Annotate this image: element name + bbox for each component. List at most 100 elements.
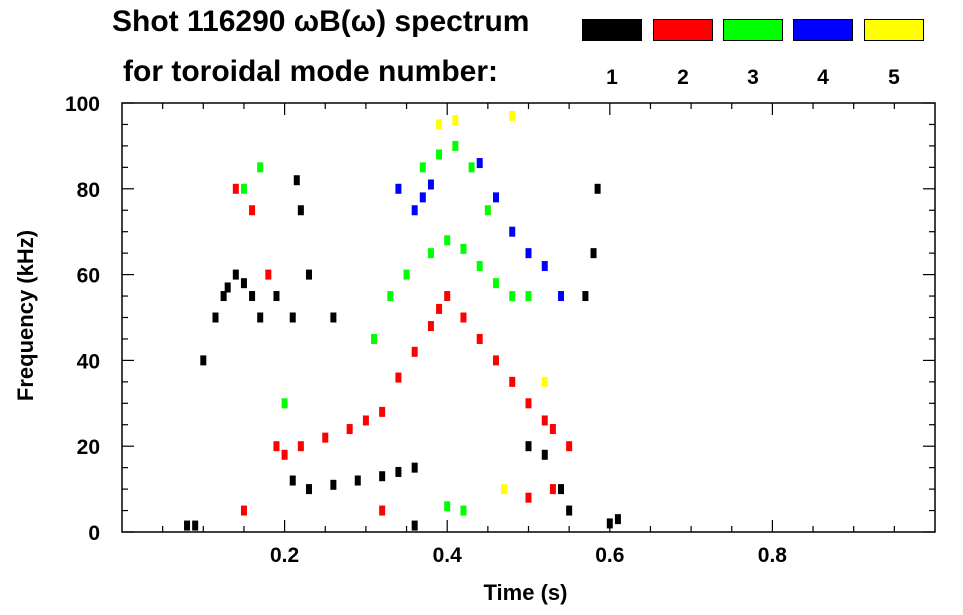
data-point-n=4: [411, 205, 418, 216]
data-point-n=1: [257, 312, 264, 323]
data-point-n=1: [192, 520, 199, 531]
data-point-n=2: [346, 424, 353, 435]
legend-mode-number-4: 4: [817, 66, 829, 89]
legend-swatch-mode-4: [793, 19, 853, 41]
data-point-n=1: [232, 269, 239, 280]
chart-title: Shot 116290 ωB(ω) spectrum: [112, 5, 530, 38]
data-point-n=1: [354, 475, 361, 486]
legend-mode-number-2: 2: [677, 66, 689, 89]
x-tick-label: 0.2: [270, 544, 299, 567]
data-point-n=2: [232, 183, 239, 194]
x-tick-label: 0.6: [595, 544, 624, 567]
data-point-n=2: [566, 441, 573, 452]
y-tick-label: 40: [77, 350, 100, 373]
data-point-n=1: [200, 355, 207, 366]
data-point-n=4: [525, 248, 532, 259]
data-point-n=2: [240, 505, 247, 516]
data-point-n=4: [509, 226, 516, 237]
data-point-n=2: [379, 406, 386, 417]
data-point-n=1: [293, 175, 300, 186]
plot-data: [184, 110, 621, 531]
data-point-n=1: [330, 312, 337, 323]
data-point-n=3: [460, 243, 467, 254]
data-point-n=2: [476, 333, 483, 344]
data-point-n=1: [273, 291, 280, 302]
legend-mode-number-1: 1: [606, 66, 618, 89]
y-axis-label: Frequency (kHz): [13, 230, 38, 401]
data-point-n=2: [297, 441, 304, 452]
data-point-n=2: [273, 441, 280, 452]
legend-swatch-mode-2: [653, 19, 713, 41]
data-point-n=3: [427, 248, 434, 259]
data-point-n=2: [265, 269, 272, 280]
data-point-n=1: [411, 462, 418, 473]
data-point-n=1: [289, 475, 296, 486]
data-point-n=4: [476, 158, 483, 169]
legend-mode-number-5: 5: [888, 66, 900, 89]
data-point-n=1: [594, 183, 601, 194]
data-point-n=5: [509, 110, 516, 121]
data-point-n=1: [590, 248, 597, 259]
data-point-n=5: [541, 376, 548, 387]
data-point-n=3: [403, 269, 410, 280]
data-point-n=2: [362, 415, 369, 426]
data-point-n=2: [509, 376, 516, 387]
legend-swatch-mode-5: [864, 19, 924, 41]
data-point-n=3: [509, 291, 516, 302]
data-point-n=1: [330, 479, 337, 490]
x-axis-label: Time (s): [484, 580, 568, 605]
data-point-n=2: [249, 205, 256, 216]
data-point-n=1: [289, 312, 296, 323]
data-point-n=1: [582, 291, 589, 302]
data-point-n=3: [452, 140, 459, 151]
data-point-n=1: [411, 520, 418, 531]
x-tick-label: 0.8: [758, 544, 788, 567]
plot-frame: [121, 102, 936, 533]
y-tick-label: 100: [65, 93, 100, 116]
data-point-n=3: [240, 183, 247, 194]
data-point-n=3: [371, 333, 378, 344]
data-point-n=2: [427, 321, 434, 332]
data-point-n=4: [395, 183, 402, 194]
data-point-n=2: [281, 449, 288, 460]
axis-ticks: 0.2 0.4 0.6 0.8 0 20 40 60 80 100: [65, 93, 935, 567]
data-point-n=3: [257, 162, 264, 173]
data-point-n=1: [614, 514, 621, 525]
data-point-n=2: [492, 355, 499, 366]
y-tick-label: 80: [77, 179, 100, 202]
y-tick-label: 20: [77, 436, 100, 459]
data-point-n=1: [558, 484, 565, 495]
data-point-n=3: [525, 291, 532, 302]
x-tick-label: 0.4: [433, 544, 463, 567]
data-point-n=3: [387, 291, 394, 302]
data-point-n=1: [566, 505, 573, 516]
legend-swatch-mode-1: [582, 19, 642, 41]
data-point-n=1: [220, 291, 227, 302]
data-point-n=3: [492, 278, 499, 289]
data-point-n=1: [297, 205, 304, 216]
data-point-n=5: [452, 115, 459, 126]
data-point-n=3: [468, 162, 475, 173]
legend-caption: for toroidal mode number:: [123, 55, 498, 88]
data-point-n=4: [541, 261, 548, 272]
data-point-n=2: [444, 291, 451, 302]
data-point-n=3: [436, 149, 443, 160]
data-point-n=3: [444, 501, 451, 512]
data-point-n=3: [476, 261, 483, 272]
data-point-n=2: [395, 372, 402, 383]
data-point-n=1: [184, 520, 191, 531]
data-point-n=1: [212, 312, 219, 323]
data-point-n=5: [501, 484, 508, 495]
data-point-n=5: [436, 119, 443, 130]
data-point-n=2: [525, 398, 532, 409]
data-point-n=1: [395, 466, 402, 477]
data-point-n=3: [444, 235, 451, 246]
data-point-n=1: [240, 278, 247, 289]
data-point-n=2: [541, 415, 548, 426]
data-point-n=1: [224, 282, 231, 293]
data-point-n=2: [322, 432, 329, 443]
data-point-n=1: [305, 269, 312, 280]
data-point-n=2: [525, 492, 532, 503]
data-point-n=4: [558, 291, 565, 302]
